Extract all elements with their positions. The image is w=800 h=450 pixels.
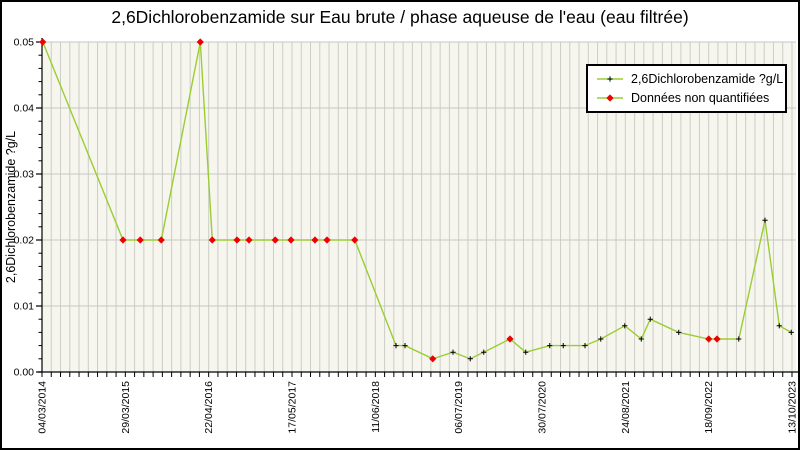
x-tick-label: 11/06/2018 [370, 381, 382, 433]
non-quantified-diamond-marker-icon [208, 236, 216, 244]
series-plus-marker-icon [595, 72, 625, 86]
series-plus-marker-icon [762, 217, 768, 223]
non-quantified-diamond-marker-icon [429, 355, 437, 363]
non-quantified-diamond-marker-icon [136, 236, 144, 244]
series-plus-marker-icon [676, 329, 682, 335]
non-quantified-diamond-marker-icon [196, 38, 204, 46]
legend: 2,6Dichlorobenzamide ?g/L Données non qu… [586, 64, 787, 113]
x-tick-label: 04/03/2014 [37, 381, 49, 434]
non-quantified-diamond-marker-icon [157, 236, 165, 244]
y-tick-label: 0.00 [14, 367, 35, 379]
series-plus-marker-icon [776, 323, 782, 329]
non-quantified-diamond-marker-icon [705, 335, 713, 343]
legend-item-non-quantified: Données non quantifiées [595, 88, 780, 107]
y-tick-label: 0.01 [14, 301, 35, 313]
y-tick-label: 0.03 [14, 169, 35, 181]
series-plus-marker-icon [647, 316, 653, 322]
series-plus-marker-icon [582, 343, 588, 349]
y-tick-label: 0.05 [14, 37, 35, 49]
non-quantified-diamond-marker-icon [233, 236, 241, 244]
legend-label: Données non quantifiées [631, 90, 770, 105]
x-tick-label: 17/05/2017 [287, 381, 299, 434]
series-plus-marker-icon [598, 336, 604, 342]
non-quantified-diamond-marker-icon [351, 236, 359, 244]
series-plus-marker-icon [638, 336, 644, 342]
non-quantified-diamond-marker-icon [311, 236, 319, 244]
series-plus-marker-icon [560, 343, 566, 349]
series-plus-marker-icon [736, 336, 742, 342]
non-quantified-diamond-marker-icon [119, 236, 127, 244]
non-quantified-diamond-marker-icon [595, 91, 625, 105]
x-tick-label: 30/07/2020 [537, 381, 549, 434]
legend-label: 2,6Dichlorobenzamide ?g/L [631, 71, 784, 86]
series-plus-marker-icon [547, 343, 553, 349]
x-tick-label: 29/03/2015 [120, 381, 132, 434]
series-plus-marker-icon [622, 323, 628, 329]
y-tick-label: 0.04 [14, 103, 35, 115]
x-tick-label: 18/09/2022 [703, 381, 715, 434]
x-tick-label: 06/07/2019 [453, 381, 465, 434]
non-quantified-diamond-marker-icon [323, 236, 331, 244]
non-quantified-diamond-marker-icon [271, 236, 279, 244]
legend-item-series: 2,6Dichlorobenzamide ?g/L [595, 69, 784, 88]
series-plus-marker-icon [393, 343, 399, 349]
series-plus-marker-icon [467, 356, 473, 362]
non-quantified-diamond-marker-icon [287, 236, 295, 244]
series-plus-marker-icon [788, 329, 794, 335]
x-tick-label: 13/10/2023 [787, 381, 799, 434]
non-quantified-diamond-marker-icon [39, 38, 47, 46]
non-quantified-diamond-marker-icon [506, 335, 514, 343]
chart-title: 2,6Dichlorobenzamide sur Eau brute / pha… [111, 7, 689, 27]
x-tick-label: 22/04/2016 [203, 381, 215, 434]
non-quantified-diamond-marker-icon [245, 236, 253, 244]
series-plus-marker-icon [481, 349, 487, 355]
series-plus-marker-icon [523, 349, 529, 355]
x-tick-label: 24/08/2021 [620, 381, 632, 434]
series-plus-marker-icon [402, 343, 408, 349]
y-tick-label: 0.02 [14, 235, 35, 247]
series-plus-marker-icon [450, 349, 456, 355]
non-quantified-diamond-marker-icon [713, 335, 721, 343]
